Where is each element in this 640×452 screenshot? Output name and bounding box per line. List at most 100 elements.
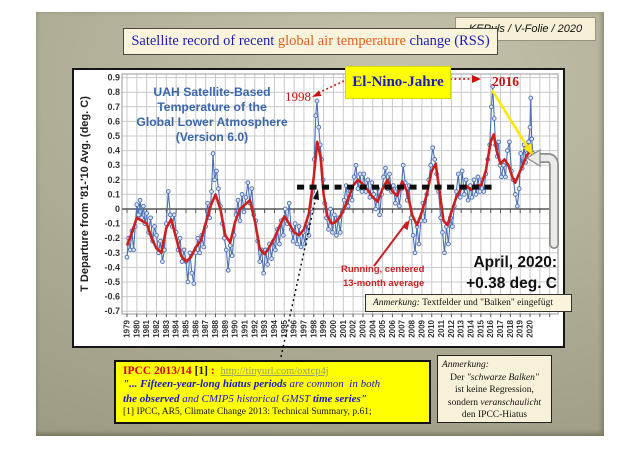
data-point-marker bbox=[195, 235, 201, 241]
x-year-label: 2020 bbox=[526, 319, 535, 337]
quote-l2-b: and CMIP5 historical GMST bbox=[182, 392, 313, 405]
data-point-marker bbox=[241, 209, 247, 215]
data-point-marker bbox=[148, 215, 153, 221]
data-point-marker bbox=[430, 145, 436, 151]
data-point-marker bbox=[457, 194, 463, 200]
data-point-marker bbox=[165, 189, 171, 194]
x-year-label: 2011 bbox=[437, 319, 446, 337]
data-point-marker bbox=[330, 230, 335, 235]
data-point-marker bbox=[481, 189, 487, 194]
data-point-marker bbox=[197, 250, 203, 256]
anm-l1a: Der bbox=[450, 372, 467, 383]
data-point-marker bbox=[529, 136, 535, 142]
data-point-marker bbox=[210, 151, 216, 156]
data-point-marker bbox=[290, 238, 296, 244]
data-point-marker bbox=[516, 186, 522, 191]
data-point-marker bbox=[158, 238, 163, 244]
data-point-marker bbox=[359, 189, 365, 194]
x-year-label: 1989 bbox=[221, 319, 230, 337]
ipcc-heading: IPCC 2013/14 [1] : http://tinyurl.com/ox… bbox=[123, 365, 422, 377]
ipcc-footnote: [1] IPCC, AR5, Climate Change 2013: Tech… bbox=[123, 407, 372, 417]
y-tick-label: -0.6 bbox=[104, 292, 120, 302]
data-point-marker bbox=[185, 279, 191, 285]
running-average-arrow bbox=[373, 219, 410, 267]
data-point-marker bbox=[280, 232, 286, 238]
x-year-label: 2003 bbox=[358, 319, 367, 337]
ipcc-source-link[interactable]: http://tinyurl.com/oxtcp4j bbox=[220, 366, 329, 377]
data-point-marker bbox=[440, 230, 445, 235]
y-tick-label: 0.9 bbox=[107, 73, 120, 83]
x-year-label: 1985 bbox=[181, 319, 190, 337]
data-point-marker bbox=[514, 203, 520, 209]
elnino-label-box: El-Nino-Jahre bbox=[345, 66, 451, 99]
data-point-marker bbox=[154, 232, 159, 238]
y-tick-label: -0.2 bbox=[104, 233, 120, 243]
anmerkung-line1: Der "schwarze Balken" bbox=[442, 372, 547, 385]
x-year-label: 2016 bbox=[486, 319, 495, 337]
anmerkung-title: Anmerkung: bbox=[442, 360, 489, 370]
data-point-marker bbox=[400, 162, 406, 168]
inserted-note-box: Anmerkung: Textfelder und "Balken" einge… bbox=[365, 294, 572, 312]
x-year-label: 2001 bbox=[339, 319, 348, 337]
data-point-marker bbox=[381, 174, 386, 180]
data-point-marker bbox=[496, 139, 501, 145]
data-point-marker bbox=[442, 250, 447, 256]
data-point-marker bbox=[349, 197, 355, 203]
data-point-marker bbox=[528, 95, 534, 101]
data-point-marker bbox=[189, 270, 195, 276]
data-point-marker bbox=[334, 232, 339, 238]
x-year-label: 2000 bbox=[329, 319, 338, 337]
data-point-marker bbox=[503, 174, 508, 180]
x-year-label: 2004 bbox=[368, 319, 377, 337]
data-point-marker bbox=[237, 218, 243, 224]
data-point-marker bbox=[512, 192, 518, 197]
data-point-marker bbox=[521, 142, 527, 148]
x-year-label: 1984 bbox=[172, 319, 181, 337]
ipcc-quote-line1: "... Fifteen-year-long hiatus periods ar… bbox=[123, 377, 422, 392]
data-point-marker bbox=[527, 124, 533, 130]
x-year-label: 2007 bbox=[398, 319, 407, 337]
data-point-marker bbox=[282, 206, 288, 212]
anmerkung-line2: ist keine Regression, bbox=[455, 385, 534, 395]
data-point-marker bbox=[205, 200, 210, 206]
data-point-marker bbox=[177, 235, 183, 241]
april-2020-line2: +0.38 deg. C bbox=[466, 275, 557, 292]
data-point-marker bbox=[273, 247, 278, 253]
data-point-marker bbox=[341, 197, 347, 203]
data-point-marker bbox=[501, 162, 506, 168]
y-tick-label: 0.8 bbox=[107, 87, 120, 97]
slide-title-part2: global air temperature bbox=[277, 33, 410, 49]
label-2016: 2016 bbox=[492, 74, 519, 89]
y-tick-label: 0.4 bbox=[107, 146, 120, 156]
data-point-marker bbox=[416, 241, 422, 247]
april-2020-line1: April, 2020: bbox=[473, 254, 557, 271]
x-year-label: 1982 bbox=[152, 319, 161, 337]
data-point-marker bbox=[292, 221, 298, 226]
y-tick-label: 0.7 bbox=[107, 102, 120, 112]
quote-l1-rest: are common in both bbox=[289, 378, 381, 390]
chart-title-line: Temperature of the bbox=[157, 100, 267, 114]
data-point-marker bbox=[167, 212, 173, 218]
data-point-marker bbox=[144, 211, 150, 216]
data-point-marker bbox=[136, 212, 141, 218]
data-point-marker bbox=[337, 230, 343, 235]
elnino-label: El-Nino-Jahre bbox=[352, 74, 444, 90]
y-tick-label: -0.1 bbox=[104, 219, 120, 229]
x-year-label: 1999 bbox=[319, 319, 328, 337]
x-year-label: 1994 bbox=[270, 319, 279, 337]
data-point-marker bbox=[223, 247, 229, 253]
data-point-marker bbox=[316, 124, 322, 130]
x-year-label: 1979 bbox=[123, 319, 132, 337]
data-point-marker bbox=[243, 194, 249, 200]
y-tick-label: 0.1 bbox=[107, 189, 120, 199]
label-1998: 1998 bbox=[285, 89, 311, 104]
data-point-marker bbox=[383, 165, 388, 171]
data-point-marker bbox=[286, 200, 292, 206]
anm-l1b: "schwarze Balken" bbox=[466, 372, 539, 383]
data-point-marker bbox=[124, 254, 130, 260]
data-point-marker bbox=[518, 151, 524, 156]
x-year-label: 2013 bbox=[457, 319, 466, 337]
x-year-label: 2018 bbox=[506, 319, 515, 337]
data-point-marker bbox=[227, 243, 233, 248]
ipcc-quote-box: IPCC 2013/14 [1] : http://tinyurl.com/ox… bbox=[114, 360, 431, 424]
